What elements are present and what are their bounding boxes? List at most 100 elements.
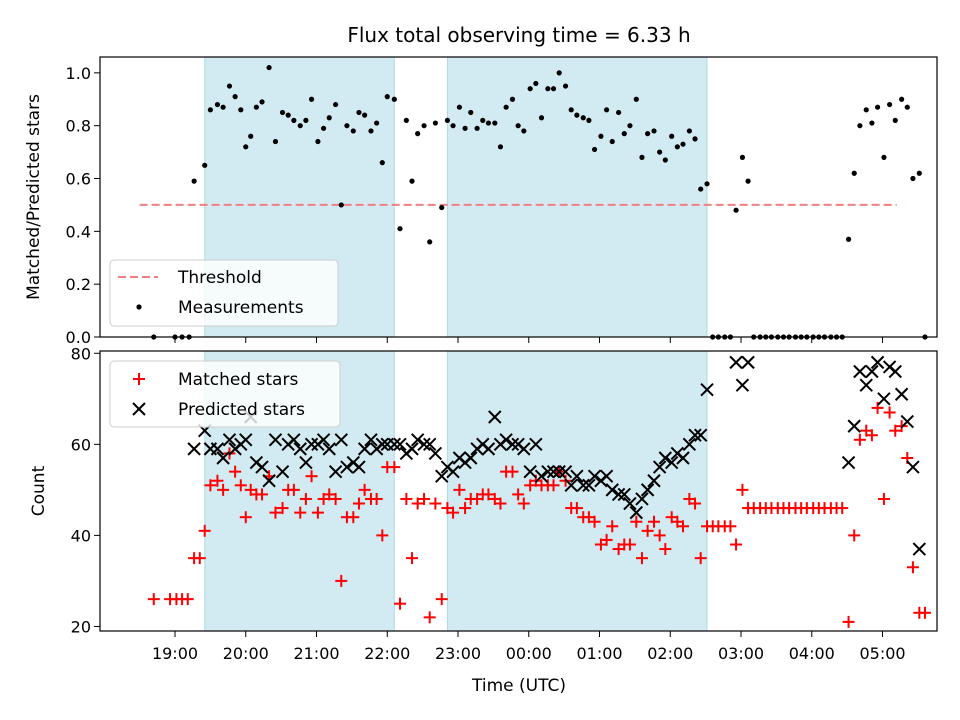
- matched-star-point: [570, 502, 583, 515]
- predicted-star-point: [617, 487, 631, 502]
- matched-star-point: [370, 492, 383, 505]
- measurement-point: [474, 125, 480, 131]
- predicted-star-point: [640, 483, 655, 497]
- matched-star-point: [234, 479, 247, 492]
- predicted-star-point: [558, 464, 573, 479]
- predicted-star-point: [322, 442, 336, 456]
- predicted-star-point: [894, 387, 909, 401]
- predicted-star-point: [635, 492, 649, 506]
- predicted-star-point: [888, 364, 902, 379]
- matched-legend-swatch: [133, 373, 145, 385]
- x-tick-label: 04:00: [789, 644, 835, 663]
- measurement-point: [444, 117, 450, 123]
- threshold-legend-label: Threshold: [177, 268, 262, 288]
- measurement-point: [462, 125, 468, 131]
- predicted-star-point: [741, 355, 755, 370]
- predicted-star-point: [410, 433, 425, 447]
- matched-star-point: [393, 597, 406, 610]
- measurement-point: [527, 86, 533, 92]
- predicted-star-point: [912, 542, 927, 556]
- measurement-point: [733, 207, 739, 213]
- matched-star-point: [606, 520, 619, 533]
- measurement-point: [350, 128, 356, 134]
- measurement-point: [427, 239, 433, 245]
- measurement-point: [356, 109, 362, 116]
- y-tick-label: 0.0: [66, 328, 91, 347]
- predicted-star-point: [216, 451, 230, 465]
- x-tick-label: 00:00: [506, 644, 552, 663]
- matched-star-point: [388, 461, 401, 474]
- measurement-point: [480, 117, 486, 123]
- predicted-star-point: [529, 437, 543, 452]
- bottom-legend-box: [109, 360, 341, 428]
- matched-star-point: [256, 488, 269, 501]
- top-plot-frame: [99, 56, 938, 338]
- measurement-point: [232, 94, 238, 100]
- measurement-point: [591, 146, 598, 153]
- y-tick-label: 0.4: [66, 222, 91, 241]
- measurement-point: [692, 136, 698, 142]
- matched-star-point: [865, 429, 878, 442]
- measurement-point: [315, 138, 321, 145]
- measurement-point: [892, 117, 898, 123]
- matched-star-point: [276, 502, 289, 515]
- predicted-star-point: [546, 464, 561, 479]
- measurement-point: [645, 131, 651, 137]
- measurement-point: [320, 125, 327, 131]
- measurement-point: [562, 83, 569, 89]
- chart-title: Flux total observing time = 6.33 h: [347, 23, 690, 47]
- matched-star-point: [229, 465, 242, 478]
- measurement-point: [910, 175, 916, 182]
- matched-star-point: [239, 511, 252, 524]
- measurement-point: [521, 128, 527, 134]
- measurement-point: [533, 80, 539, 87]
- matched-star-point: [906, 561, 919, 574]
- predicted-star-point: [623, 496, 637, 511]
- measurement-point: [745, 178, 751, 184]
- measurement-point: [657, 149, 663, 155]
- measurement-point: [439, 204, 445, 211]
- measurement-point: [881, 154, 887, 160]
- matched-star-point: [147, 593, 160, 606]
- y-tick-label: 0.8: [66, 117, 91, 136]
- predicted-star-point: [499, 433, 513, 447]
- measurement-points: [151, 64, 928, 340]
- measurement-point: [303, 117, 309, 123]
- measurement-point: [515, 123, 521, 129]
- measurement-point: [492, 120, 498, 126]
- predicted-star-point: [304, 437, 319, 452]
- x-axis-label: Time (UTC): [471, 676, 566, 696]
- measurement-point: [456, 104, 463, 110]
- measurement-point: [698, 186, 704, 192]
- predicted-star-point: [357, 442, 372, 456]
- measurement-point: [214, 101, 221, 108]
- matched-star-point: [329, 492, 342, 505]
- measurement-point: [338, 202, 344, 208]
- measurement-point: [468, 109, 474, 116]
- matched-star-point: [889, 424, 902, 437]
- measurement-point: [680, 141, 686, 147]
- matched-star-point: [335, 574, 348, 587]
- measurement-point: [603, 107, 610, 113]
- predicted-star-point: [700, 382, 714, 397]
- predicted-star-point: [275, 464, 290, 479]
- measurement-point: [485, 120, 492, 126]
- matched-star-point: [588, 515, 601, 528]
- predicted-star-point: [262, 474, 276, 488]
- measurement-point: [344, 123, 350, 129]
- measurement-point: [243, 144, 249, 150]
- matched-star-point: [647, 515, 660, 528]
- predicted-star-point: [652, 460, 667, 474]
- predicted-star-point: [375, 437, 390, 452]
- predicted-star-point: [906, 460, 920, 474]
- measurement-point: [550, 86, 557, 92]
- predicted-star-point: [239, 433, 253, 447]
- matched-star-point: [181, 593, 194, 606]
- count-points: [147, 355, 931, 628]
- measurements-legend-label: Measurements: [178, 298, 304, 318]
- measurement-point: [238, 107, 244, 113]
- top-legend: Threshold Measurements: [109, 259, 339, 327]
- matched-star-point: [724, 520, 737, 533]
- measurement-point: [556, 70, 562, 76]
- measurement-point: [509, 96, 516, 102]
